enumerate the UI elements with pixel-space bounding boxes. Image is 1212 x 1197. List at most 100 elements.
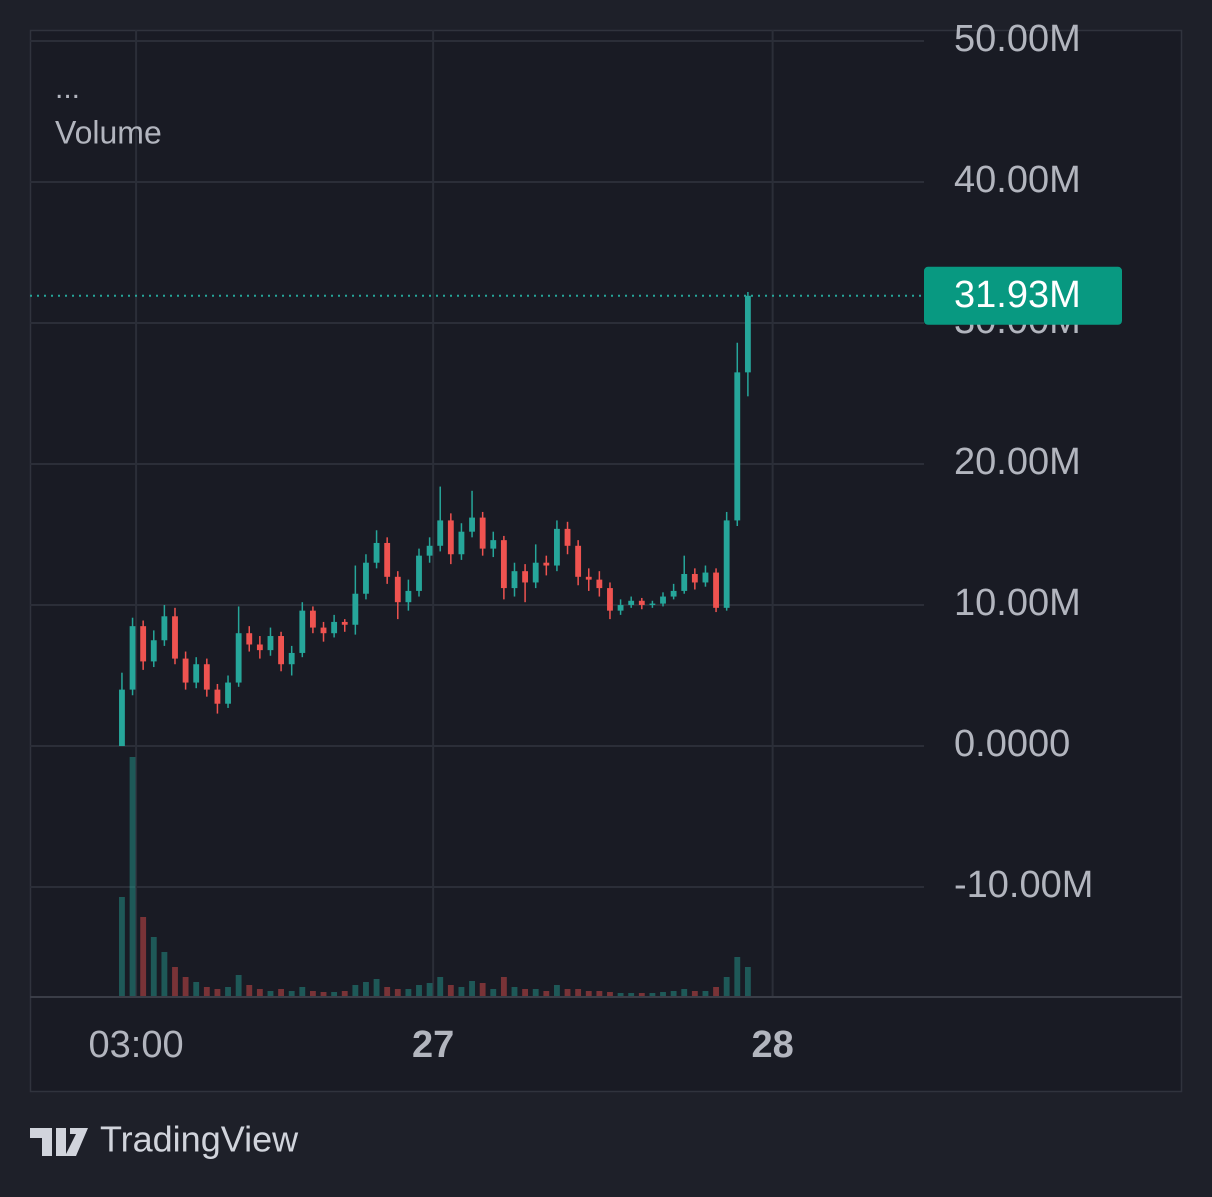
candle-body xyxy=(225,682,231,704)
volume-bar xyxy=(256,989,263,997)
candle-body xyxy=(500,540,507,589)
volume-bar xyxy=(437,977,444,997)
volume-bar xyxy=(193,982,200,997)
volume-bar xyxy=(458,987,465,997)
x-tick-label: 28 xyxy=(752,1024,794,1066)
candle-body xyxy=(447,520,454,555)
volume-bar xyxy=(320,992,327,997)
candle-body xyxy=(511,571,518,589)
volume-bar xyxy=(469,981,475,997)
last-price-label: 31.93M xyxy=(954,274,1081,316)
volume-bar xyxy=(309,991,316,997)
chart-panel xyxy=(29,29,1183,1093)
volume-bar xyxy=(405,989,412,997)
volume-pane xyxy=(119,757,751,997)
volume-bar xyxy=(363,982,369,997)
candle-body xyxy=(670,590,677,597)
candle-body xyxy=(119,689,125,747)
volume-bar xyxy=(150,937,157,997)
candle-body xyxy=(416,555,422,591)
volume-bar xyxy=(331,992,338,997)
candles xyxy=(119,291,751,747)
candle-body xyxy=(596,579,603,589)
y-tick-label: 0.0000 xyxy=(954,723,1070,765)
candle-body xyxy=(458,531,465,555)
candle-body xyxy=(405,590,412,603)
volume-bar xyxy=(723,977,730,997)
candle-body xyxy=(309,610,316,628)
volume-bar xyxy=(490,989,497,997)
brand-logo xyxy=(30,1128,88,1156)
candle-body xyxy=(660,596,666,604)
candle-body xyxy=(373,542,380,563)
candle-body xyxy=(702,572,709,583)
volume-bar xyxy=(225,987,231,997)
volume-bar xyxy=(522,989,529,997)
volume-bar xyxy=(511,987,518,997)
candle-body xyxy=(193,664,200,683)
candle-body xyxy=(363,562,369,594)
candle-body xyxy=(532,562,539,583)
volume-bar xyxy=(119,897,125,997)
candle-body xyxy=(426,545,433,556)
candle-body xyxy=(384,542,391,577)
volume-bar xyxy=(426,983,433,997)
candle-body xyxy=(628,600,635,606)
y-tick-label: 10.00M xyxy=(954,582,1081,624)
volume-bar xyxy=(161,952,168,997)
candle-body xyxy=(267,636,274,651)
candle-body xyxy=(140,626,147,662)
candle-body xyxy=(649,603,656,606)
candle-body xyxy=(278,636,285,665)
y-tick-label: -10.00M xyxy=(954,864,1093,906)
candle-body xyxy=(246,633,253,645)
volume-bar xyxy=(267,991,274,997)
volume-bar xyxy=(691,991,698,997)
volume-bar xyxy=(384,987,391,997)
volume-bar xyxy=(299,987,306,997)
volume-bar xyxy=(638,993,645,997)
volume-bar xyxy=(575,989,582,997)
volume-bar xyxy=(203,987,210,997)
y-tick-label: 50.00M xyxy=(954,18,1081,60)
candle-body xyxy=(394,576,401,603)
volume-bar xyxy=(554,985,560,997)
candle-body xyxy=(585,576,592,580)
candle-body xyxy=(288,652,295,665)
volume-bar xyxy=(479,983,486,997)
volume-bar xyxy=(660,992,666,997)
candle-body xyxy=(744,295,751,373)
volume-bar xyxy=(214,989,221,997)
volume-bar xyxy=(628,993,635,997)
candle-body xyxy=(638,600,645,606)
candle-body xyxy=(607,588,613,611)
volume-bar xyxy=(373,979,380,997)
volume-bar xyxy=(172,967,178,997)
volume-bar xyxy=(447,985,454,997)
volume-bar xyxy=(744,967,751,997)
x-tick-label: 27 xyxy=(412,1024,454,1066)
candle-body xyxy=(161,616,168,641)
volume-bar xyxy=(681,989,688,997)
candle-body xyxy=(437,520,444,546)
candle-body xyxy=(469,517,475,532)
legend-label: Volume xyxy=(55,114,162,150)
y-tick-label: 40.00M xyxy=(954,159,1081,201)
candle-body xyxy=(235,633,242,683)
volume-bar xyxy=(394,989,401,997)
volume-bar xyxy=(129,757,136,997)
candle-body xyxy=(320,627,327,634)
volume-bar xyxy=(702,991,709,997)
brand-name[interactable]: TradingView xyxy=(100,1119,299,1160)
volume-bar xyxy=(564,989,571,997)
candle-body xyxy=(617,605,624,611)
legend-menu[interactable]: ... xyxy=(55,72,80,105)
volume-bar xyxy=(670,991,677,997)
candle-body xyxy=(129,626,136,690)
candle-body xyxy=(723,520,730,608)
candle-body xyxy=(203,664,210,690)
volume-bar xyxy=(140,917,147,997)
volume-bar xyxy=(617,993,624,997)
volume-bar xyxy=(278,989,285,997)
